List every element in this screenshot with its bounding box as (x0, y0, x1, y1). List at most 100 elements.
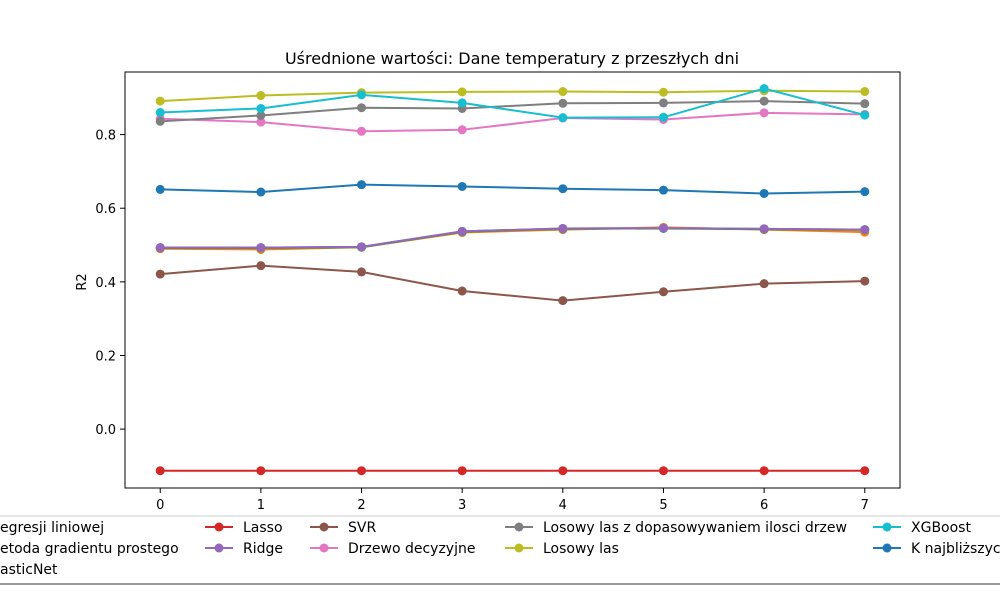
data-point (457, 125, 467, 135)
legend-label: Losowy las (543, 541, 619, 557)
x-tick-label: 6 (760, 498, 768, 513)
data-point (558, 296, 568, 306)
x-tick-label: 0 (156, 498, 164, 513)
data-point (457, 286, 467, 296)
x-tick-label: 3 (458, 498, 466, 513)
data-point (658, 87, 668, 97)
series-line (160, 183, 865, 195)
data-point (860, 466, 870, 476)
x-tick-label: 5 (659, 498, 667, 513)
series-line (160, 227, 865, 249)
data-point (256, 103, 266, 113)
data-point (357, 103, 367, 113)
data-point (155, 243, 165, 253)
y-tick-label: 0.4 (95, 276, 116, 291)
data-point (256, 243, 266, 253)
data-point (658, 287, 668, 297)
data-point (155, 184, 165, 194)
legend-label: Ridge (243, 541, 283, 557)
legend-marker (514, 543, 524, 553)
data-point (155, 107, 165, 117)
data-point (759, 279, 769, 289)
x-tick-label: 7 (861, 498, 869, 513)
legend-label: SVR (348, 520, 376, 536)
y-tick-label: 0.8 (95, 129, 116, 144)
data-point (256, 117, 266, 127)
legend-label: XGBoost (911, 520, 971, 536)
data-point (357, 180, 367, 190)
data-point (457, 87, 467, 97)
data-point (759, 96, 769, 106)
data-point (155, 269, 165, 279)
series-5 (155, 261, 870, 306)
plot-frame (124, 71, 901, 489)
data-point (759, 224, 769, 234)
data-point (558, 466, 568, 476)
data-point (759, 108, 769, 118)
x-tick-label: 1 (257, 498, 265, 513)
legend-label: etoda gradientu prostego (0, 541, 179, 557)
data-point (357, 90, 367, 100)
data-point (759, 84, 769, 94)
data-point (155, 116, 165, 126)
data-point (658, 466, 668, 476)
x-axis-ticks: 0 1 2 3 4 5 6 7 (156, 488, 869, 513)
data-point (256, 187, 266, 197)
data-point (457, 466, 467, 476)
legend-marker (882, 522, 892, 532)
series-3 (155, 466, 870, 476)
legend-marker (214, 522, 224, 532)
data-point (860, 99, 870, 109)
data-point (558, 113, 568, 123)
series-9 (155, 84, 870, 123)
data-point (658, 112, 668, 122)
series-line (160, 111, 865, 133)
series-line (160, 264, 865, 302)
series-10 (155, 180, 870, 198)
legend-label: Lasso (243, 520, 283, 536)
legend-marker (882, 543, 892, 553)
data-point (256, 261, 266, 271)
data-point (357, 466, 367, 476)
series-line (160, 89, 865, 103)
data-point (558, 223, 568, 233)
data-point (357, 242, 367, 252)
data-point (658, 223, 668, 233)
chart-title: Uśrednione wartości: Dane temperatury z … (285, 49, 739, 68)
series-7 (155, 96, 870, 126)
data-point (558, 184, 568, 194)
data-point (658, 185, 668, 195)
series-line (160, 100, 865, 123)
data-point (860, 187, 870, 197)
legend-marker (319, 543, 329, 553)
y-tick-label: 0.6 (95, 202, 116, 217)
x-tick-label: 2 (357, 498, 365, 513)
y-axis-ticks: 0.0 0.2 0.4 0.6 0.8 (95, 129, 125, 438)
legend-label: K najbliższyc (911, 541, 1000, 557)
data-point (658, 98, 668, 108)
data-point (860, 276, 870, 286)
legend-label: Losowy las z dopasowywaniem ilosci drzew (543, 520, 847, 536)
legend-marker (214, 543, 224, 553)
data-point (357, 126, 367, 136)
legend-marker (514, 522, 524, 532)
series-line (160, 87, 866, 119)
data-point (256, 110, 266, 120)
y-axis-label: R2 (75, 273, 90, 290)
data-point (457, 226, 467, 236)
data-point (558, 87, 568, 97)
legend-marker (319, 522, 329, 532)
legend: egresji liniowej etoda gradientu prostego… (0, 515, 1000, 585)
data-point (457, 181, 467, 191)
data-point (860, 110, 870, 120)
data-point (155, 96, 165, 106)
data-point (256, 466, 266, 476)
data-point (155, 466, 165, 476)
data-point (357, 267, 367, 277)
y-tick-label: 0.0 (95, 423, 116, 438)
legend-label: asticNet (0, 562, 58, 578)
data-point (759, 188, 769, 198)
series-4 (155, 223, 870, 253)
series-layer (155, 84, 870, 476)
